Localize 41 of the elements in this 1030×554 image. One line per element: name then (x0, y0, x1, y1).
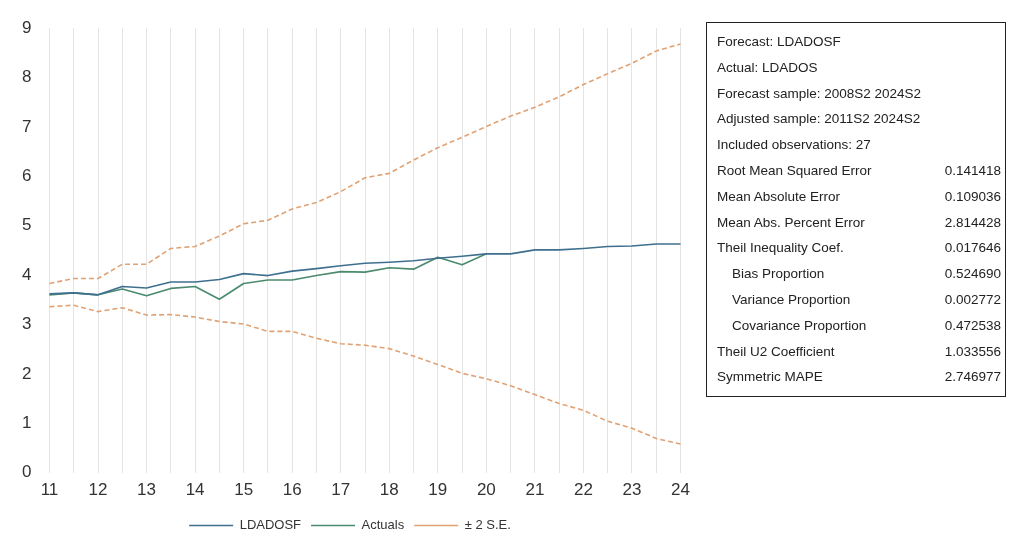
y-tick-label: 4 (21, 264, 32, 284)
x-tick-label: 23 (622, 480, 642, 500)
x-tick-label: 12 (88, 480, 108, 500)
x-tick-label: 19 (428, 480, 448, 500)
text: Adjusted sample: 2011S2 2024S2 (717, 110, 921, 129)
x-tick-label: 18 (379, 480, 399, 500)
text: Covariance Proportion 0.472538 (732, 317, 1001, 333)
x-tick-label: 17 (331, 480, 351, 500)
text: Bias Proportion 0.524690 (732, 266, 1001, 282)
text: Symmetric MAPE 2.746977 (717, 369, 1001, 385)
legend-label: ± 2 S.E. (464, 517, 511, 533)
y-tick-label: 0 (21, 462, 32, 482)
y-tick-label: 7 (21, 116, 32, 136)
y-tick-label: 5 (21, 215, 32, 235)
text: Forecast: LDADOSF (717, 33, 841, 51)
text: Theil U2 Coefficient 1.033556 (717, 343, 1001, 359)
y-tick-label: 2 (21, 363, 32, 383)
text: Included observations: 27 (717, 136, 871, 155)
text: Root Mean Squared Error 0.141418 (717, 162, 1001, 178)
y-tick-label: 6 (21, 166, 32, 186)
y-tick-label: 3 (21, 314, 32, 334)
legend-label: Actuals (361, 517, 405, 533)
y-tick-label: 9 (21, 17, 32, 37)
x-tick-label: 22 (573, 480, 593, 500)
text: Actual: LDADOS (717, 58, 818, 77)
text: Theil Inequality Coef. 0.017646 (717, 240, 1001, 256)
text: Variance Proportion 0.002772 (732, 291, 1001, 307)
text: Mean Absolute Error 0.109036 (717, 188, 1001, 204)
x-tick-label: 24 (671, 480, 691, 500)
x-tick-label: 11 (40, 480, 59, 500)
x-tick-label: 20 (476, 480, 496, 500)
text: Forecast sample: 2008S2 2024S2 (717, 84, 922, 103)
y-tick-label: 1 (21, 412, 32, 432)
legend-label: LDADOSF (239, 517, 302, 533)
x-tick-label: 15 (234, 480, 254, 500)
x-tick-label: 16 (282, 480, 302, 500)
text: Mean Abs. Percent Error 2.814428 (717, 214, 1001, 230)
x-tick-label: 14 (185, 480, 205, 500)
x-tick-label: 13 (137, 480, 157, 500)
x-tick-label: 21 (525, 480, 545, 500)
y-tick-label: 8 (21, 67, 32, 87)
